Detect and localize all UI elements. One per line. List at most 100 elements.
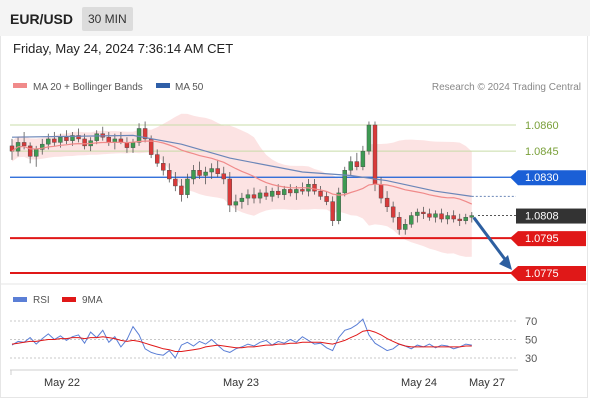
candle — [27, 142, 33, 164]
candle — [154, 149, 160, 167]
candle-body — [318, 190, 323, 197]
candle-body — [27, 145, 33, 157]
candle — [409, 212, 414, 228]
candle — [288, 184, 293, 197]
candle-body — [161, 163, 166, 171]
candle — [179, 178, 184, 202]
candle-body — [46, 138, 51, 145]
candle-body — [300, 189, 305, 192]
candle-body — [415, 211, 420, 216]
candle-body — [221, 173, 226, 180]
candle-body — [403, 224, 408, 230]
candle-body — [64, 136, 69, 141]
legend-ma50-label: MA 50 — [175, 82, 204, 93]
legend-rsi-swatch — [13, 297, 27, 302]
forecast-arrow — [472, 216, 512, 270]
candle — [384, 191, 390, 213]
candle-body — [257, 192, 263, 199]
candle-body — [348, 161, 353, 171]
legend-ma50-swatch — [156, 83, 170, 88]
candle — [427, 208, 432, 221]
candle — [445, 212, 450, 225]
candle — [9, 138, 15, 160]
candle-body — [354, 161, 360, 167]
legend-9ma-swatch — [62, 297, 76, 302]
candle-body — [70, 135, 75, 141]
time-axis-label: May 23 — [223, 377, 259, 389]
candle-body — [451, 215, 456, 220]
legend-ma20-label: MA 20 + Bollinger Bands — [33, 82, 143, 93]
target-badge — [510, 266, 586, 281]
candle — [191, 165, 196, 185]
resistance-label: 1.0845 — [525, 146, 559, 158]
candle-body — [409, 215, 414, 225]
candle-body — [390, 206, 396, 218]
timestamp: Friday, May 24, 2024 7:36:14 AM CET — [13, 41, 234, 56]
time-axis-label: May 27 — [469, 377, 505, 389]
candle — [161, 156, 166, 176]
last-price-label: 1.0808 — [525, 211, 559, 223]
chart-frame — [0, 36, 588, 398]
moving-averages — [11, 134, 516, 205]
candle-body — [245, 194, 251, 199]
candle — [142, 121, 148, 143]
candle-body — [445, 215, 450, 220]
candle — [342, 166, 347, 197]
candle — [360, 145, 366, 171]
pivot-badge — [510, 170, 586, 186]
legend-ma20-swatch — [13, 83, 27, 88]
candle — [269, 187, 275, 202]
candle — [312, 178, 317, 195]
candle-body — [197, 170, 202, 176]
candle — [136, 123, 142, 146]
candle-body — [330, 201, 335, 221]
last-price-badge — [516, 208, 586, 224]
candle — [203, 166, 208, 185]
candle — [397, 212, 402, 235]
candle-body — [439, 213, 444, 220]
target-badge — [510, 231, 586, 247]
candle — [64, 130, 69, 145]
candle — [439, 208, 444, 223]
candle-body — [21, 142, 27, 147]
candle-body — [82, 138, 87, 147]
candle — [469, 212, 474, 223]
candle-body — [106, 136, 112, 143]
candle — [403, 219, 408, 235]
candle-body — [76, 135, 81, 140]
candle-body — [336, 192, 341, 221]
candle-body — [215, 168, 220, 174]
candle — [94, 130, 99, 145]
timeframe-badge[interactable]: 30 MIN — [82, 7, 133, 31]
rsi-panel: 70 50 30 — [10, 316, 537, 365]
candle — [257, 189, 263, 204]
candle-body — [360, 150, 366, 167]
candle-body — [294, 189, 299, 194]
candle — [76, 128, 81, 143]
candle-body — [136, 128, 142, 143]
candle — [209, 163, 214, 179]
candle-body — [9, 145, 15, 152]
candle-body — [366, 124, 372, 152]
candle-body — [378, 183, 384, 199]
candle-body — [58, 136, 63, 143]
rsi-tick-label: 30 — [525, 353, 537, 365]
candle — [197, 161, 202, 179]
candle — [167, 163, 172, 183]
candle-body — [142, 128, 148, 140]
candle — [451, 210, 456, 223]
candle — [173, 172, 178, 192]
target-label: 1.0795 — [525, 233, 559, 245]
candle — [227, 172, 233, 213]
candle-body — [203, 171, 208, 176]
candle-body — [469, 215, 474, 218]
legend-rsi-label: RSI — [33, 295, 50, 306]
candle — [415, 208, 420, 223]
candle-body — [433, 213, 438, 218]
time-axis-labels: May 22 May 23 May 24 May 27 — [10, 370, 505, 389]
candle-body — [154, 154, 160, 164]
time-axis-label: May 22 — [44, 377, 80, 389]
bollinger-bands — [12, 113, 472, 257]
legend-9ma-label: 9MA — [82, 295, 103, 306]
